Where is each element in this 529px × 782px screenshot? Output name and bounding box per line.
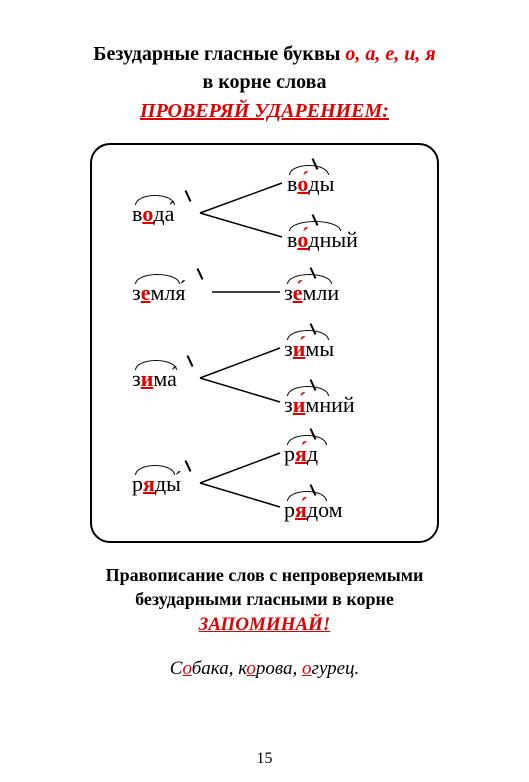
page-number: 15 xyxy=(0,750,529,768)
ex-post: бака, xyxy=(192,658,238,679)
bottom-line-3: ЗАПОМИНАЙ! xyxy=(30,614,499,636)
page-title: Безударные гласные буквы о, а, е, и, я в… xyxy=(30,40,499,123)
ex-post: гурец. xyxy=(312,658,360,679)
w-pre: р xyxy=(132,471,143,496)
word-root: ряды́ xyxy=(132,471,181,497)
ex-hl: о xyxy=(302,658,312,679)
w-post: мы xyxy=(305,336,334,361)
w-post: ды́ xyxy=(155,471,181,496)
word-root: зима́ xyxy=(132,366,177,392)
w-hl: о́ xyxy=(297,227,308,252)
word-group: зима́ зи́мы зи́мний xyxy=(132,330,422,420)
w-post: дом xyxy=(307,497,343,522)
w-pre: з xyxy=(284,336,293,361)
word-target: во́дный xyxy=(287,227,358,253)
w-post: ды xyxy=(308,171,334,196)
w-post: д xyxy=(307,441,318,466)
w-pre: з xyxy=(132,366,141,391)
word-target: во́ды xyxy=(287,171,334,197)
word-target: зе́мли xyxy=(284,280,339,306)
word-group: ряды́ ря́д ря́дом xyxy=(132,435,422,525)
w-pre: р xyxy=(284,497,295,522)
word-target: ря́д xyxy=(284,441,318,467)
w-pre: з xyxy=(284,392,293,417)
w-pre: р xyxy=(284,441,295,466)
word-target: зи́мний xyxy=(284,392,355,418)
w-hl: о xyxy=(142,201,153,226)
w-pre: в xyxy=(287,171,297,196)
word-group: вода́ во́ды во́дный xyxy=(132,165,422,255)
w-post: да́ xyxy=(153,201,174,226)
examples-line: Собака, корова, огурец. xyxy=(30,658,499,680)
title-line-1: Безударные гласные буквы о, а, е, и, я xyxy=(30,40,499,68)
w-hl: и xyxy=(141,366,154,391)
bottom-title: Правописание слов с непроверяемыми безуд… xyxy=(30,563,499,636)
w-hl: о́ xyxy=(297,171,308,196)
w-pre: з xyxy=(132,280,141,305)
word-target: зи́мы xyxy=(284,336,334,362)
w-post: мний xyxy=(305,392,354,417)
ex-post: рова, xyxy=(256,658,302,679)
w-hl: е xyxy=(141,280,151,305)
ex-pre: С xyxy=(170,658,183,679)
w-pre: в xyxy=(132,201,142,226)
bottom-line-2: безударными гласными в корне xyxy=(30,587,499,611)
title-line-3: ПРОВЕРЯЙ УДАРЕНИЕМ: xyxy=(30,100,499,123)
word-target: ря́дом xyxy=(284,497,343,523)
word-group: земля́ зе́мли xyxy=(132,270,392,320)
w-hl: е́ xyxy=(293,280,303,305)
w-hl: я xyxy=(143,471,155,496)
w-hl: я́ xyxy=(295,497,307,522)
w-post: ма́ xyxy=(153,366,177,391)
ex-hl: о xyxy=(183,658,192,679)
bottom-line-1: Правописание слов с непроверяемыми xyxy=(30,563,499,587)
w-pre: в xyxy=(287,227,297,252)
w-hl: я́ xyxy=(295,441,307,466)
diagram-box: вода́ во́ды во́дный земля́ зе́мли xyxy=(90,143,439,543)
word-root: вода́ xyxy=(132,201,174,227)
title-pre: Безударные гласные буквы xyxy=(93,43,345,65)
w-post: дный xyxy=(308,227,358,252)
w-post: мля́ xyxy=(150,280,185,305)
title-line-2: в корне слова xyxy=(30,68,499,96)
title-vowels: о, а, е, и, я xyxy=(345,43,435,65)
connector-lines xyxy=(132,165,422,255)
w-hl: и́ xyxy=(293,336,306,361)
w-hl: и́ xyxy=(293,392,306,417)
ex-hl: о xyxy=(246,658,256,679)
w-post: мли xyxy=(302,280,339,305)
word-root: земля́ xyxy=(132,280,186,306)
w-pre: з xyxy=(284,280,293,305)
